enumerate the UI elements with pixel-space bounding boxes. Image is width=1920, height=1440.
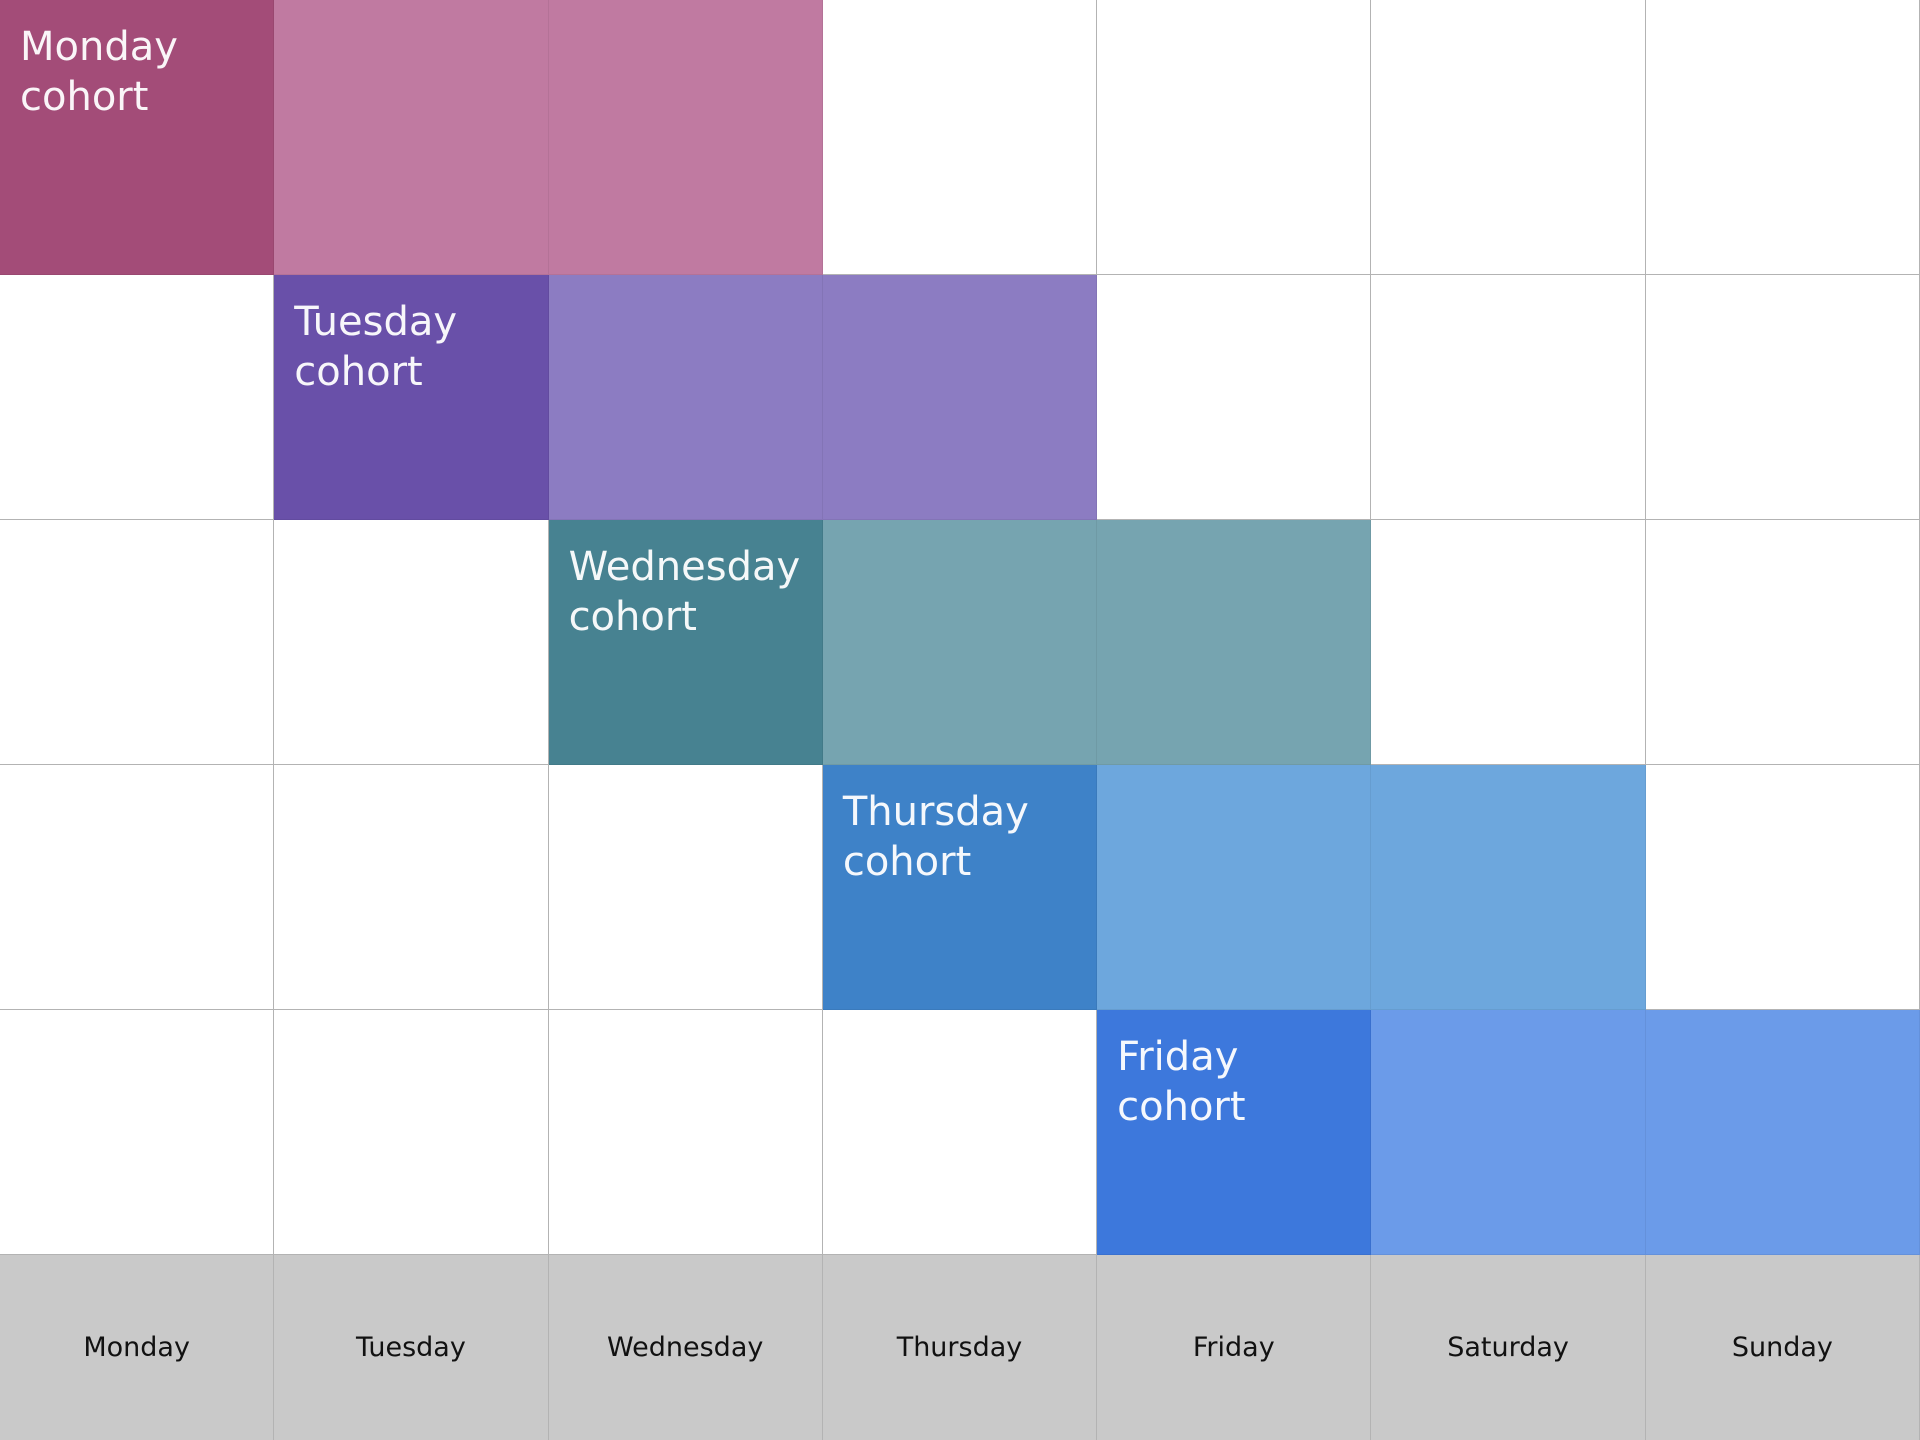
cohort-followup-cell <box>274 0 549 275</box>
empty-cell <box>1371 275 1646 520</box>
cohort-followup-cell <box>822 520 1098 765</box>
cohort-followup-cell <box>548 275 823 520</box>
cohort-followup-cell <box>1645 1010 1920 1255</box>
day-header-cell: Friday <box>1097 1255 1372 1440</box>
cohort-start-cell: Thursday cohort <box>822 765 1098 1010</box>
cohort-start-cell: Monday cohort <box>0 0 275 275</box>
cohort-followup-cell <box>548 0 823 275</box>
cohort-label: Tuesday cohort <box>294 299 458 395</box>
empty-cell <box>822 1010 1098 1255</box>
empty-cell <box>0 275 275 520</box>
day-header-cell: Sunday <box>1645 1255 1920 1440</box>
cohort-followup-cell <box>1371 765 1646 1010</box>
empty-cell <box>548 765 823 1010</box>
empty-cell <box>0 765 275 1010</box>
cohort-label: Wednesday cohort <box>568 544 801 640</box>
day-label: Sunday <box>1731 1332 1833 1363</box>
empty-cell <box>274 1010 549 1255</box>
day-header-cell: Monday <box>0 1255 275 1440</box>
empty-cell <box>1645 765 1920 1010</box>
cohort-label: Thursday cohort <box>842 789 1029 885</box>
cohort-label: Monday cohort <box>20 24 178 120</box>
day-label: Thursday <box>896 1332 1023 1363</box>
day-label: Tuesday <box>355 1332 466 1363</box>
day-header-cell: Thursday <box>822 1255 1098 1440</box>
day-label: Saturday <box>1447 1332 1569 1363</box>
cohort-followup-cell <box>1371 1010 1646 1255</box>
empty-cell <box>1371 0 1646 275</box>
cohort-followup-cell <box>822 275 1098 520</box>
day-header-cell: Saturday <box>1371 1255 1646 1440</box>
day-header-cell: Wednesday <box>548 1255 823 1440</box>
day-header-cell: Tuesday <box>274 1255 549 1440</box>
empty-cell <box>1097 0 1372 275</box>
empty-cell <box>548 1010 823 1255</box>
empty-cell <box>274 765 549 1010</box>
empty-cell <box>1645 275 1920 520</box>
empty-cell <box>0 1010 275 1255</box>
cohort-label: Friday cohort <box>1117 1034 1246 1130</box>
empty-cell <box>1371 520 1646 765</box>
cohort-start-cell: Friday cohort <box>1097 1010 1372 1255</box>
day-label: Wednesday <box>607 1332 764 1363</box>
cohort-followup-cell <box>1097 520 1372 765</box>
empty-cell <box>1645 0 1920 275</box>
cohort-start-cell: Wednesday cohort <box>548 520 823 765</box>
empty-cell <box>1097 275 1372 520</box>
empty-cell <box>274 520 549 765</box>
day-label: Friday <box>1192 1332 1275 1363</box>
empty-cell <box>1645 520 1920 765</box>
cohort-followup-cell <box>1097 765 1372 1010</box>
day-label: Monday <box>83 1332 190 1363</box>
empty-cell <box>822 0 1098 275</box>
empty-cell <box>0 520 275 765</box>
cohort-start-cell: Tuesday cohort <box>274 275 549 520</box>
